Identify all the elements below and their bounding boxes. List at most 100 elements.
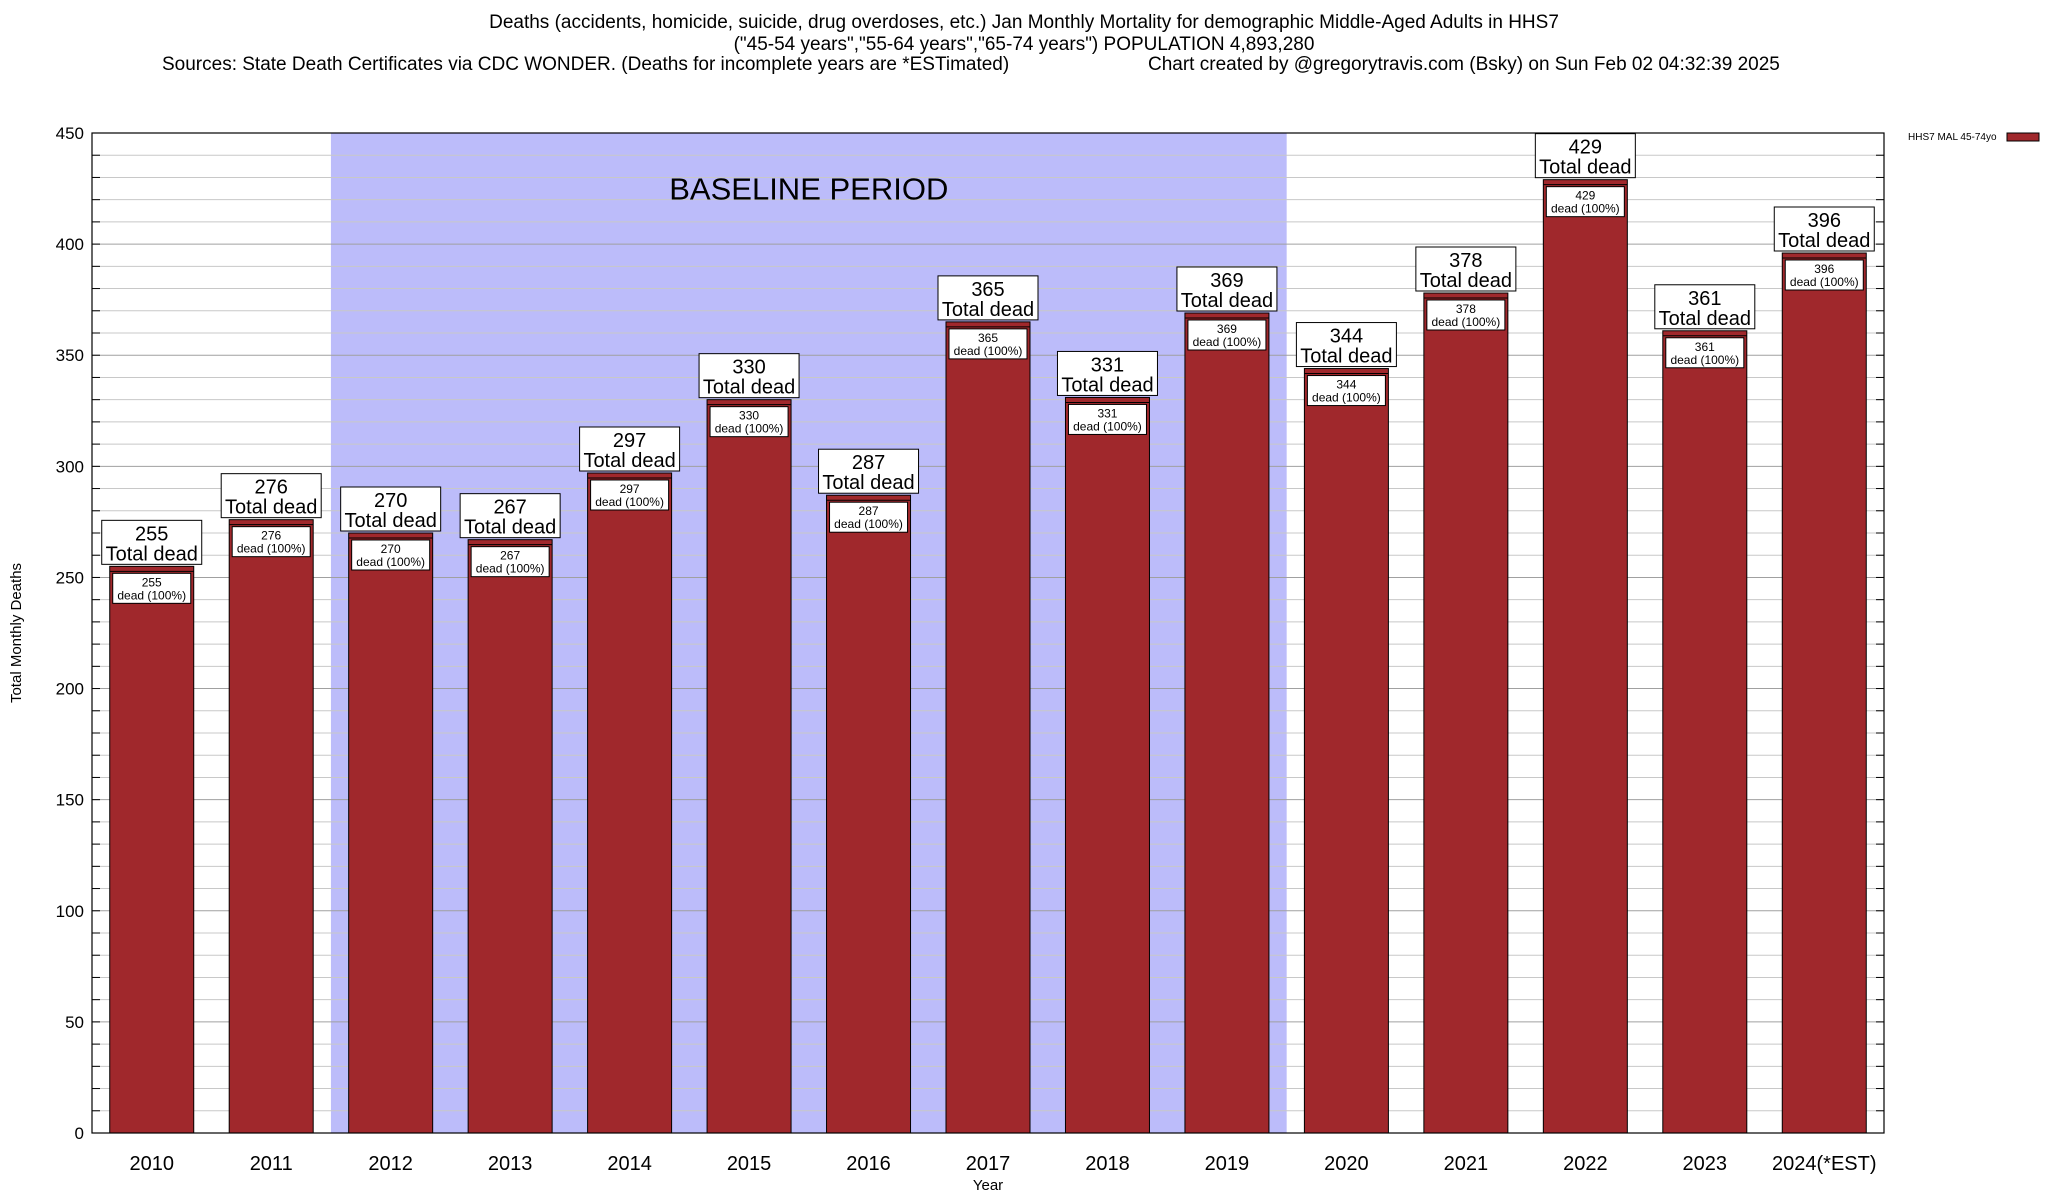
y-tick-label: 350 <box>56 346 84 365</box>
bar-inner-value: 429 <box>1575 189 1595 203</box>
bar-total-text: Total dead <box>703 377 795 399</box>
x-tick-label: 2012 <box>368 1153 413 1175</box>
bar-inner-label-box <box>1665 337 1745 369</box>
bar-total-text: Total dead <box>942 299 1034 321</box>
bar-inner-value: 361 <box>1695 340 1715 354</box>
legend: HHS7 MAL 45-74yo <box>1908 132 2040 143</box>
chart-sources: Sources: State Death Certificates via CD… <box>162 54 1010 75</box>
x-tick-label: 2019 <box>1205 1153 1250 1175</box>
bar-total-label-box <box>1056 350 1158 396</box>
bar-total-label-box <box>1295 322 1397 368</box>
x-tick-label: 2011 <box>250 1153 293 1175</box>
bar-inner-label-box <box>1784 259 1864 291</box>
bar-inner-pct-label: dead (100%) <box>356 555 425 569</box>
bar-inner-value: 365 <box>978 331 998 345</box>
bar-total-text: Total dead <box>822 472 914 494</box>
bar-total-value: 331 <box>1091 354 1124 376</box>
bar <box>826 494 912 1134</box>
bar-total-label-box <box>1176 266 1278 312</box>
x-tick-label: 2018 <box>1085 1153 1130 1175</box>
bar-total-label-box <box>220 473 322 519</box>
bar <box>228 519 314 1134</box>
bar-inner-pct-label: dead (100%) <box>1551 202 1620 216</box>
bar-inner-label-box <box>829 501 909 533</box>
y-tick-label: 300 <box>56 457 84 476</box>
bar <box>467 539 553 1134</box>
bar-inner-pct-label: dead (100%) <box>1193 335 1262 349</box>
bar-inner-pct-label: dead (100%) <box>1432 315 1501 329</box>
bar-total-text: Total dead <box>1539 157 1631 179</box>
bar-total-label-box <box>1534 133 1636 179</box>
bar-inner-value: 297 <box>620 482 640 496</box>
bar-inner-pct-label: dead (100%) <box>715 422 784 436</box>
bar-total-text: Total dead <box>1659 308 1751 330</box>
bar-total-value: 276 <box>255 477 288 499</box>
bar-inner-value: 396 <box>1814 262 1834 276</box>
bar-total-value: 297 <box>613 430 646 452</box>
bar-inner-value: 344 <box>1336 378 1356 392</box>
bar-inner-pct-label: dead (100%) <box>476 562 545 576</box>
bar-inner-value: 330 <box>739 409 759 423</box>
y-tick-label: 200 <box>56 680 84 699</box>
chart-title-block: Deaths (accidents, homicide, suicide, dr… <box>0 12 2048 56</box>
x-tick-label: 2022 <box>1563 1153 1608 1175</box>
bar-inner-pct-label: dead (100%) <box>1790 275 1859 289</box>
bar <box>706 399 792 1134</box>
bar-inner-pct-label: dead (100%) <box>237 542 306 556</box>
bar <box>945 321 1031 1134</box>
x-tick-label: 2013 <box>488 1153 533 1175</box>
bar-total-text: Total dead <box>464 517 556 539</box>
bar-total-text: Total dead <box>1181 290 1273 312</box>
bar-total-label-box <box>1415 246 1517 292</box>
bar-total-label-box <box>698 353 800 399</box>
bar-total-value: 255 <box>135 523 168 545</box>
bar <box>1064 396 1150 1134</box>
bar-total-value: 369 <box>1210 270 1243 292</box>
x-tick-label: 2015 <box>727 1153 772 1175</box>
bar-inner-value: 369 <box>1217 322 1237 336</box>
bar-total-label-box <box>340 486 442 532</box>
chart-title: Deaths (accidents, homicide, suicide, dr… <box>489 12 1559 33</box>
bar-total-text: Total dead <box>1061 374 1153 396</box>
bar-inner-value: 331 <box>1097 406 1117 420</box>
bar-total-value: 287 <box>852 452 885 474</box>
bar-inner-label-box <box>948 328 1028 360</box>
bar-inner-value: 276 <box>261 529 281 543</box>
bar-total-value: 344 <box>1330 326 1363 348</box>
x-tick-label: 2020 <box>1324 1153 1369 1175</box>
bar-total-text: Total dead <box>1420 270 1512 292</box>
bar-inner-label-box <box>709 406 789 438</box>
bar-inner-pct-label: dead (100%) <box>834 517 903 531</box>
bar-inner-label-box <box>351 539 431 571</box>
bar-inner-label-box <box>590 479 670 511</box>
bar-inner-label-box <box>1187 319 1267 351</box>
bar-total-value: 429 <box>1569 137 1602 159</box>
y-tick-label: 50 <box>65 1013 84 1032</box>
bar-inner-label-box <box>112 572 192 604</box>
bar-inner-value: 267 <box>500 549 520 563</box>
y-axis-label: Total Monthly Deaths <box>8 563 25 703</box>
y-tick-label: 250 <box>56 568 84 587</box>
bar-inner-pct-label: dead (100%) <box>1073 419 1142 433</box>
bar-total-text: Total dead <box>1300 346 1392 368</box>
bar-inner-pct-label: dead (100%) <box>954 344 1023 358</box>
bar-inner-value: 287 <box>859 504 879 518</box>
y-tick-label: 450 <box>56 124 84 143</box>
bar-total-text: Total dead <box>225 497 317 519</box>
plot-frame <box>91 132 1885 1134</box>
bar-inner-label-box <box>231 526 311 558</box>
x-axis-label: Year <box>973 1177 1003 1194</box>
y-tick-label: 100 <box>56 902 84 921</box>
bar-inner-value: 378 <box>1456 302 1476 316</box>
bar-inner-label-box <box>470 546 550 578</box>
x-tick-label: 2021 <box>1444 1153 1489 1175</box>
x-tick-label: 2017 <box>966 1153 1011 1175</box>
bar-total-text: Total dead <box>345 510 437 532</box>
bar-total-label-box <box>818 448 920 494</box>
bar-inner-pct-label: dead (100%) <box>117 588 186 602</box>
bar <box>1781 252 1867 1134</box>
bar-total-value: 361 <box>1688 288 1721 310</box>
bar <box>1184 312 1270 1134</box>
bar <box>348 532 434 1134</box>
